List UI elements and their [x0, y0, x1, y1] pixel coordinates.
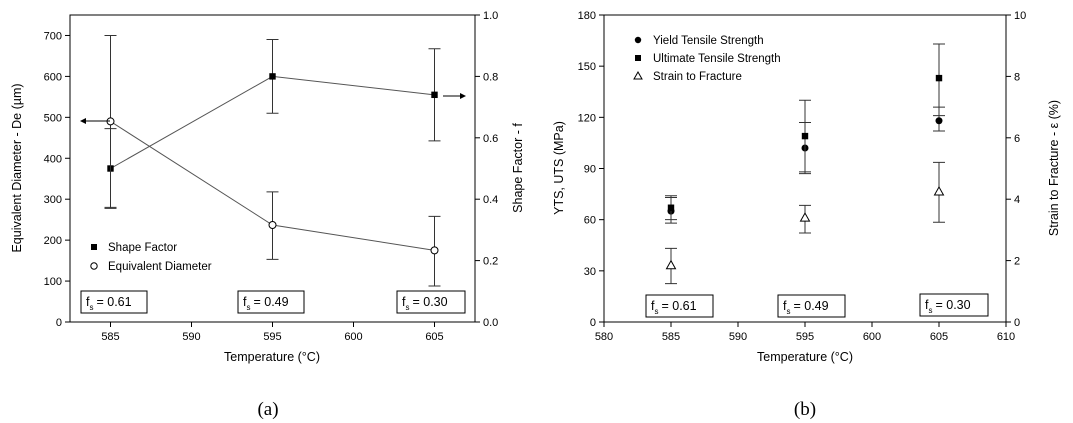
chart-a-xlabel: Temperature (°C) — [224, 350, 320, 364]
b-strain-to-fracture-point — [665, 259, 677, 270]
a-ytick-label: 0 — [56, 317, 62, 329]
b-xtick-label: 580 — [595, 331, 613, 343]
a-xtick-label: 600 — [344, 331, 362, 343]
b-strain-to-fracture-point — [799, 212, 811, 222]
b-y2tick-label: 8 — [1014, 71, 1020, 83]
a-ytick-label: 600 — [44, 71, 62, 83]
chart-a-legend-marker-equivalent-diameter — [90, 262, 98, 270]
chart-a-y2label: Shape Factor - f — [511, 123, 525, 213]
b-ytick-label: 60 — [584, 215, 596, 227]
b-ytick-label: 150 — [578, 61, 596, 73]
chart-b-caption: (b) — [794, 399, 816, 420]
chart-b-ylabel: YTS, UTS (MPa) — [552, 121, 566, 215]
a-y2tick-label: 0.6 — [483, 133, 498, 145]
b-xtick-label: 590 — [729, 331, 747, 343]
b-ytick-label: 90 — [584, 164, 596, 176]
a-y2tick-label: 0.0 — [483, 317, 498, 329]
a-ytick-label: 100 — [44, 276, 62, 288]
a-y2tick-label: 0.8 — [483, 71, 498, 83]
chart-a-left-arrow — [80, 118, 110, 124]
b-y2tick-label: 0 — [1014, 317, 1020, 329]
a-ytick-label: 700 — [44, 30, 62, 42]
svg-text:fs= 0.49: fs = 0.49 — [783, 299, 829, 316]
chart-a: 585 590 595 600 605 0 100 200 300 400 500 600 700 0… — [10, 10, 525, 420]
b-yield-tensile-strength-point — [935, 117, 943, 125]
a-ytick-label: 400 — [44, 153, 62, 165]
b-xtick-label: 600 — [863, 331, 881, 343]
chart-a-legend-shape-factor: Shape Factor — [108, 242, 177, 254]
chart-b-legend-marker-uts — [635, 55, 641, 61]
a-xtick-label: 585 — [101, 331, 119, 343]
chart-a-fs-box-1: fs = 0.61 — [80, 290, 148, 314]
a-xtick-label: 605 — [425, 331, 443, 343]
chart-a-right-arrow — [443, 93, 466, 99]
svg-text:fs= 0.49: fs = 0.49 — [243, 295, 289, 312]
chart-b-y2label: Strain to Fracture - ε (%) — [1047, 100, 1061, 236]
b-ultimate-tensile-strength-point — [935, 74, 943, 82]
chart-b-xlabel: Temperature (°C) — [757, 350, 853, 364]
b-xtick-label: 605 — [930, 331, 948, 343]
a-ytick-label: 300 — [44, 194, 62, 206]
chart-b-legend-marker-strain — [633, 70, 643, 80]
a-ytick-label: 200 — [44, 235, 62, 247]
b-y2tick-label: 6 — [1014, 133, 1020, 145]
chart-a-fs-box-2: fs = 0.49 — [237, 290, 305, 314]
b-y2tick-label: 4 — [1014, 194, 1020, 206]
b-y2tick-label: 10 — [1014, 10, 1026, 22]
b-ultimate-tensile-strength-point — [667, 204, 675, 211]
chart-b-fs-box-1: fs = 0.61 — [645, 294, 714, 318]
b-xtick-label: 610 — [997, 331, 1015, 343]
a-xtick-label: 590 — [182, 331, 200, 343]
chart-b-legend-strain: Strain to Fracture — [653, 71, 742, 83]
chart-a-legend: Shape Factor Equivalent Diameter — [90, 242, 212, 273]
a-y2tick-label: 1.0 — [483, 10, 498, 22]
b-ytick-label: 180 — [578, 10, 596, 22]
chart-b-legend-yts: Yield Tensile Strength — [653, 35, 764, 47]
b-xtick-label: 585 — [662, 331, 680, 343]
chart-a-legend-marker-shape-factor — [91, 244, 97, 250]
chart-a-fs-box-3: fs = 0.30 — [396, 290, 466, 314]
b-ytick-label: 120 — [578, 112, 596, 124]
b-strain-to-fracture-point — [933, 186, 945, 196]
svg-text:fs= 0.61: fs = 0.61 — [86, 295, 132, 312]
a-xtick-label: 595 — [263, 331, 281, 343]
svg-text:fs= 0.30: fs = 0.30 — [402, 295, 448, 312]
b-ytick-label: 30 — [584, 266, 596, 278]
a-shape-factor-point — [431, 91, 438, 99]
a-y2tick-label: 0.2 — [483, 256, 498, 268]
chart-b-legend-marker-yts — [634, 36, 642, 44]
a-y2tick-label: 0.4 — [483, 194, 498, 206]
chart-b-fs-box-2: fs = 0.49 — [777, 294, 846, 318]
chart-b-fs-box-3: fs = 0.30 — [919, 293, 989, 317]
b-y2tick-label: 2 — [1014, 256, 1020, 268]
chart-a-ylabel: Equivalent Diameter - De (µm) — [10, 83, 24, 252]
b-ytick-label: 0 — [590, 317, 596, 329]
chart-b-legend: Yield Tensile Strength Ultimate Tensile … — [633, 35, 781, 83]
svg-text:fs= 0.61: fs = 0.61 — [651, 299, 697, 316]
a-equivalent-diameter-point — [268, 220, 277, 229]
b-xtick-label: 595 — [796, 331, 814, 343]
b-ultimate-tensile-strength-point — [801, 132, 809, 140]
chart-b-legend-uts: Ultimate Tensile Strength — [653, 53, 781, 65]
a-equivalent-diameter-point — [430, 246, 439, 255]
svg-text:fs= 0.30: fs = 0.30 — [925, 298, 971, 315]
chart-a-caption: (a) — [257, 399, 278, 420]
a-shape-factor-point — [269, 73, 276, 80]
a-ytick-label: 500 — [44, 112, 62, 124]
chart-a-legend-equivalent-diameter: Equivalent Diameter — [108, 261, 212, 273]
